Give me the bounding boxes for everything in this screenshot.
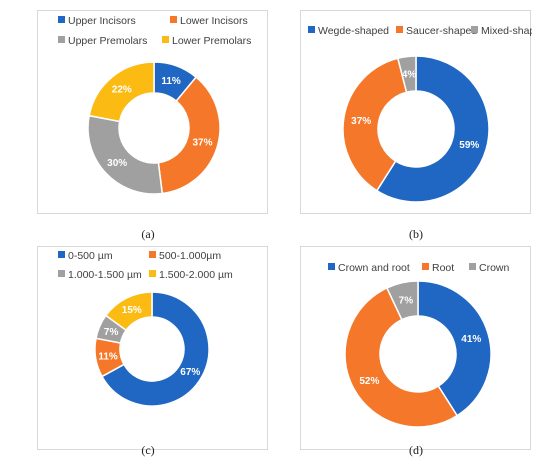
legend-label-0-500-m: 0-500 µm [68,250,113,262]
donut-slice-1-500-2-000-m [104,291,153,332]
slice-label-crown: 7% [399,295,414,306]
legend-swatch-wegde-shaped [308,26,315,33]
slice-label-saucer-shaped: 37% [351,116,371,127]
donut-slice-lower-premolars [88,61,155,123]
chart-panel-a: 11% 37% 30% 22% Upper Incisors Lower Incisors… [37,10,268,214]
legend-swatch-500-1-000-m [149,251,156,258]
donut-chart-a: 11% 37% 30% 22% Upper Incisors Lower Incisors… [58,15,251,195]
legend-swatch-lower-premolars [162,36,169,43]
caption-b: (b) [409,227,423,241]
legend-label-upper-premolars: Upper Premolars [68,35,147,47]
slice-label-0-500-m: 67% [180,367,200,378]
donut-slice-crown [385,280,419,321]
caption-c: (c) [141,443,155,457]
legend-label-crown: Crown [479,262,510,274]
legend-swatch-root [422,263,429,270]
donut-slice-0-500-m [101,291,210,407]
legend-swatch-1-000-1-500-m [58,270,65,277]
chart-panel-b: 59% 37% 4% Wegde-shaped Saucer-shaped Mixed-s… [300,10,532,214]
slice-label-upper-premolars: 30% [107,158,127,169]
donut-slice-saucer-shaped [342,57,408,192]
legend-label-mixed-shaped: Mixed-shaped [481,25,532,37]
legend-swatch-crown-and-root [328,263,335,270]
legend-swatch-1-500-2-000-m [149,270,156,277]
slice-label-mixed-shaped: 4% [402,69,417,80]
legend-swatch-upper-premolars [58,36,65,43]
slice-label-wegde-shaped: 59% [459,140,479,151]
legend-label-wegde-shaped: Wegde-shaped [318,25,389,37]
legend-label-crown-and-root: Crown and root [338,262,410,274]
legend-swatch-lower-incisors [170,16,177,23]
legend-label-root: Root [432,262,454,274]
legend-swatch-mixed-shaped [471,26,478,33]
legend-swatch-crown [469,263,476,270]
slice-label-500-1-000-m: 11% [98,351,118,362]
legend-label-lower-premolars: Lower Premolars [172,35,251,47]
chart-panel-d: 41% 52% 7% Crown and root Root Crown [300,246,531,450]
slice-label-upper-incisors: 11% [161,76,181,87]
legend-label-lower-incisors: Lower Incisors [180,15,248,27]
slice-label-1-500-2-000-m: 15% [122,305,142,316]
legend-swatch-upper-incisors [58,16,65,23]
donut-slice-root [344,286,459,428]
chart-panel-c: 67% 11% 7% 15% 0-500 µm 500-1.000µm 1.000-1.50… [37,246,268,450]
donut-chart-c: 67% 11% 7%15% 0-500 µm 500-1.000µm 1.000-1.50… [58,250,233,407]
legend-swatch-saucer-shaped [396,26,403,33]
donut-chart-d: 41% 52% 7% Crown and root Root Crown [328,262,510,428]
donut-slice-mixed-shaped [396,55,417,94]
legend-label-saucer-shaped: Saucer-shaped [406,25,477,37]
slice-label-lower-incisors: 37% [192,138,212,149]
donut-slice-lower-incisors [157,76,221,195]
donut-slice-crown-and-root [417,280,492,417]
donut-chart-b: 59% 37% 4% Wegde-shaped Saucer-shaped Mixed-s… [308,25,532,203]
slice-label-lower-premolars: 22% [112,85,132,96]
legend-label-500-1-000-m: 500-1.000µm [159,250,221,262]
slice-label-root: 52% [359,376,379,387]
legend-label-1-500-2-000-m: 1.500-2.000 µm [159,269,233,281]
donut-slice-upper-premolars [87,114,164,195]
legend-label-1-000-1-500-m: 1.000-1.500 µm [68,269,142,281]
caption-a: (a) [141,227,155,241]
slice-label-1-000-1-500-m: 7% [104,327,119,338]
donut-slice-wegde-shaped [375,55,490,203]
slice-label-crown-and-root: 41% [461,334,481,345]
legend-swatch-0-500-m [58,251,65,258]
caption-d: (d) [409,443,423,457]
legend-label-upper-incisors: Upper Incisors [68,15,136,27]
